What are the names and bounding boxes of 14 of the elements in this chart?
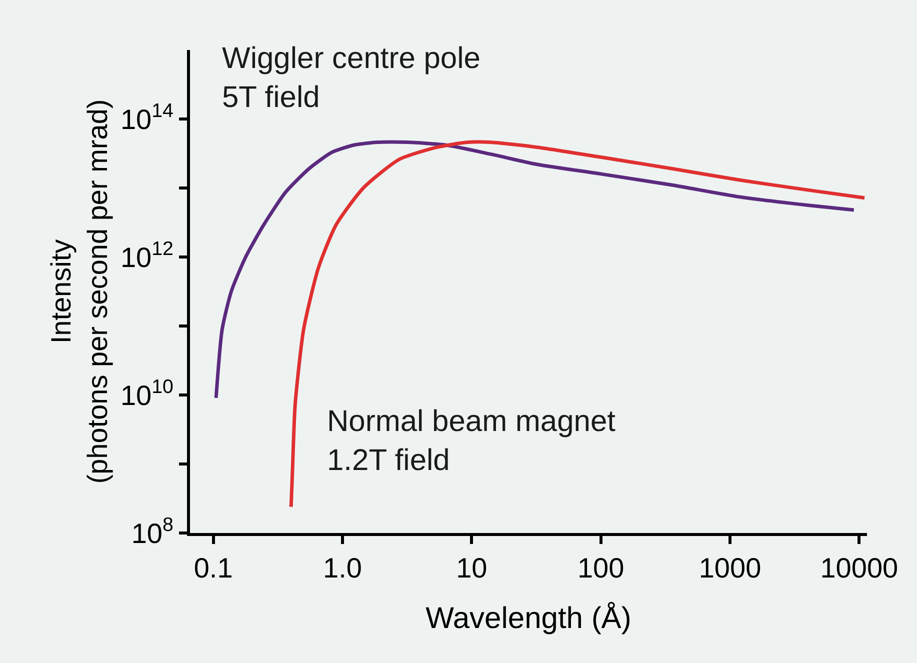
x-tick-label: 10	[456, 552, 488, 584]
annotation: Wiggler centre pole 5T field	[222, 42, 480, 114]
y-tick-label: 10$^{8}$	[131, 514, 174, 549]
y-tick-label: 10$^{10}$	[120, 376, 174, 411]
y-axis-title: Intensity (photons per second per mrad)	[46, 99, 114, 484]
x-tick-label: 10000	[820, 552, 898, 584]
y-tick-label: 10$^{12}$	[120, 238, 174, 273]
annotation: Normal beam magnet 1.2T field	[327, 405, 616, 477]
y-tick-label: 10$^{14}$	[120, 100, 174, 135]
x-tick-label: 0.1	[194, 552, 233, 584]
x-axis-title: Wavelength (Å)	[426, 601, 632, 636]
x-tick-label: 100	[577, 552, 624, 584]
x-tick-label: 1000	[698, 552, 762, 584]
x-tick-label: 1.0	[323, 552, 362, 584]
